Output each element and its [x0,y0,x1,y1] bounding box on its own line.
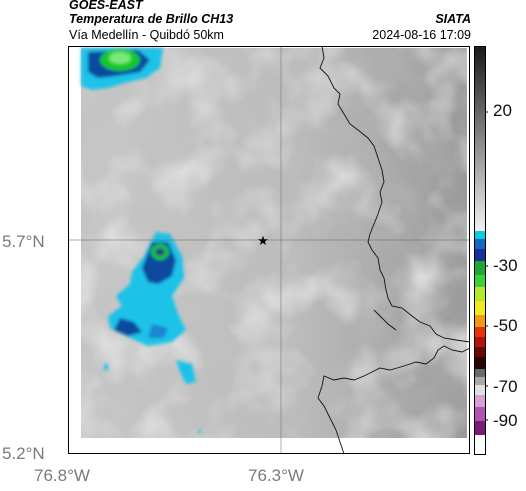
cloud-top-north [81,48,163,90]
datetime-label: 2024-08-16 17:09 [372,28,471,42]
map-border [68,46,470,454]
cloud-top-west [104,232,201,433]
colorbar-tick-minus-70: -70 [493,377,518,396]
satellite-map: ★ [68,46,470,454]
brightness-field [81,48,467,438]
star-icon: ★ [257,234,269,249]
lat-tick-5-7: 5.7°N [2,232,45,251]
boundary-line-branch [373,309,397,331]
colorbar-tick-minus-30: -30 [493,256,518,275]
boundary-line-south [317,345,470,454]
colorbar [474,46,488,455]
boundary-line [319,46,470,343]
colorbar-tick-minus-50: -50 [493,316,518,335]
agency-label: SIATA [435,12,471,26]
lat-tick-5-2: 5.2°N [2,444,45,463]
colorbar-tick-20: 20 [493,101,512,120]
product-title: Temperatura de Brillo CH13 [69,12,234,26]
region-subtitle: Vía Medellín - Quibdó 50km [69,28,224,42]
colorbar-tick-minus-90: -90 [493,411,518,430]
satellite-name: GOES-EAST [69,0,143,12]
lon-tick-76-3: 76.3°W [248,466,304,485]
lon-tick-76-8: 76.8°W [34,466,90,485]
